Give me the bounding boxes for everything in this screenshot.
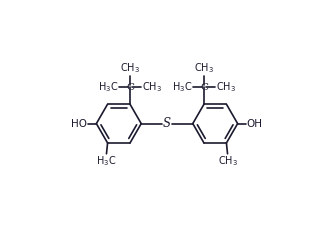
Text: C: C <box>200 83 208 92</box>
Text: H$_3$C: H$_3$C <box>96 155 117 168</box>
Text: CH$_3$: CH$_3$ <box>120 61 140 75</box>
Text: H$_3$C: H$_3$C <box>98 80 118 94</box>
Text: C: C <box>126 83 134 92</box>
Text: S: S <box>163 117 171 130</box>
Text: CH$_3$: CH$_3$ <box>217 155 237 168</box>
Text: OH: OH <box>246 118 263 128</box>
Text: H$_3$C: H$_3$C <box>172 80 192 94</box>
Text: CH$_3$: CH$_3$ <box>142 80 162 94</box>
Text: HO: HO <box>71 118 88 128</box>
Text: CH$_3$: CH$_3$ <box>216 80 236 94</box>
Text: CH$_3$: CH$_3$ <box>194 61 214 75</box>
